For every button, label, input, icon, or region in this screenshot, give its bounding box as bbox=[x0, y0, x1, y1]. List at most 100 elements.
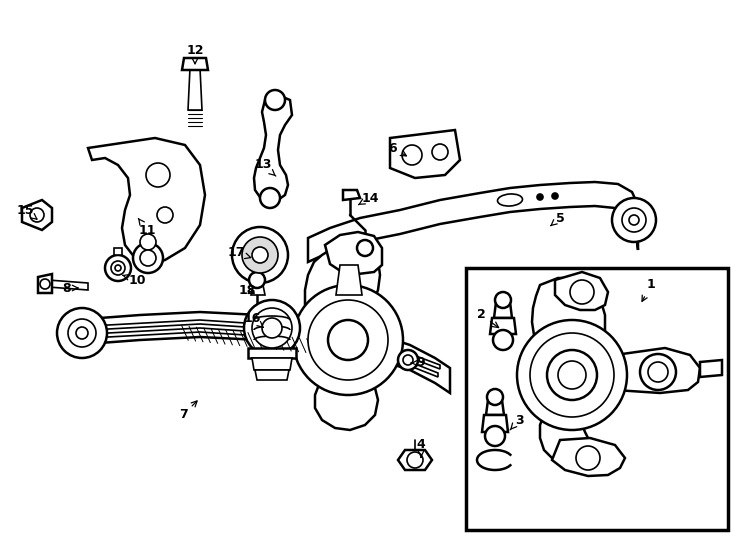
Circle shape bbox=[495, 292, 511, 308]
Text: 3: 3 bbox=[510, 414, 523, 430]
Polygon shape bbox=[305, 245, 380, 430]
Circle shape bbox=[432, 144, 448, 160]
Text: 7: 7 bbox=[178, 401, 197, 422]
Circle shape bbox=[402, 145, 422, 165]
Polygon shape bbox=[490, 318, 516, 334]
Circle shape bbox=[570, 280, 594, 304]
Polygon shape bbox=[38, 274, 52, 293]
Polygon shape bbox=[615, 348, 700, 393]
Circle shape bbox=[558, 361, 586, 389]
Circle shape bbox=[232, 227, 288, 283]
Circle shape bbox=[30, 208, 44, 222]
Polygon shape bbox=[188, 68, 202, 110]
Circle shape bbox=[105, 255, 131, 281]
Polygon shape bbox=[494, 302, 512, 318]
Circle shape bbox=[629, 215, 639, 225]
Text: 16: 16 bbox=[243, 312, 264, 327]
Circle shape bbox=[328, 320, 368, 360]
Circle shape bbox=[530, 333, 614, 417]
Circle shape bbox=[398, 350, 418, 370]
Circle shape bbox=[157, 207, 173, 223]
Polygon shape bbox=[308, 182, 638, 262]
Text: 18: 18 bbox=[239, 284, 255, 296]
Text: 6: 6 bbox=[389, 141, 407, 156]
Circle shape bbox=[403, 355, 413, 365]
Polygon shape bbox=[90, 320, 440, 369]
Circle shape bbox=[648, 362, 668, 382]
Circle shape bbox=[485, 426, 505, 446]
Polygon shape bbox=[700, 360, 722, 377]
Circle shape bbox=[146, 163, 170, 187]
Polygon shape bbox=[552, 438, 625, 476]
Circle shape bbox=[111, 261, 125, 275]
Polygon shape bbox=[114, 248, 122, 255]
Circle shape bbox=[40, 279, 50, 289]
Circle shape bbox=[308, 300, 388, 380]
Text: 11: 11 bbox=[138, 219, 156, 237]
Circle shape bbox=[244, 300, 300, 356]
Text: 10: 10 bbox=[123, 273, 146, 287]
Circle shape bbox=[249, 272, 265, 288]
Polygon shape bbox=[82, 312, 450, 393]
Text: 8: 8 bbox=[62, 281, 78, 294]
Circle shape bbox=[517, 320, 627, 430]
Circle shape bbox=[640, 354, 676, 390]
Circle shape bbox=[242, 237, 278, 273]
Polygon shape bbox=[22, 200, 52, 230]
Polygon shape bbox=[336, 265, 362, 295]
Polygon shape bbox=[398, 450, 432, 470]
Text: 4: 4 bbox=[417, 438, 426, 457]
Circle shape bbox=[140, 234, 156, 250]
Circle shape bbox=[140, 250, 156, 266]
Text: 14: 14 bbox=[358, 192, 379, 205]
Circle shape bbox=[487, 389, 503, 405]
Circle shape bbox=[252, 308, 292, 348]
Text: 2: 2 bbox=[476, 308, 498, 328]
Circle shape bbox=[115, 265, 121, 271]
Circle shape bbox=[493, 330, 513, 350]
Circle shape bbox=[252, 247, 268, 263]
Circle shape bbox=[547, 350, 597, 400]
Polygon shape bbox=[48, 280, 88, 290]
Circle shape bbox=[76, 327, 88, 339]
Circle shape bbox=[552, 193, 558, 199]
Polygon shape bbox=[88, 138, 205, 265]
Text: 5: 5 bbox=[550, 212, 564, 226]
Polygon shape bbox=[343, 190, 360, 200]
Polygon shape bbox=[248, 348, 296, 358]
Circle shape bbox=[262, 318, 282, 338]
Polygon shape bbox=[482, 415, 508, 432]
Text: 1: 1 bbox=[642, 279, 655, 301]
Circle shape bbox=[622, 208, 646, 232]
Circle shape bbox=[407, 452, 423, 468]
Text: 15: 15 bbox=[16, 204, 37, 219]
Polygon shape bbox=[352, 356, 362, 370]
Polygon shape bbox=[255, 370, 289, 380]
Circle shape bbox=[68, 319, 96, 347]
Text: 17: 17 bbox=[228, 246, 251, 260]
Polygon shape bbox=[252, 358, 292, 370]
Circle shape bbox=[357, 240, 373, 256]
Polygon shape bbox=[555, 272, 608, 310]
Text: 12: 12 bbox=[186, 44, 204, 64]
Circle shape bbox=[293, 285, 403, 395]
Polygon shape bbox=[390, 130, 460, 178]
Text: 13: 13 bbox=[254, 159, 276, 176]
Text: 9: 9 bbox=[411, 356, 425, 369]
Bar bbox=[466, 268, 728, 530]
Polygon shape bbox=[254, 95, 292, 202]
Polygon shape bbox=[90, 328, 438, 377]
Polygon shape bbox=[325, 232, 382, 274]
Polygon shape bbox=[182, 58, 208, 70]
Circle shape bbox=[612, 198, 656, 242]
Circle shape bbox=[265, 90, 285, 110]
Circle shape bbox=[57, 308, 107, 358]
Polygon shape bbox=[486, 400, 504, 415]
Ellipse shape bbox=[498, 194, 523, 206]
Circle shape bbox=[133, 243, 163, 273]
Circle shape bbox=[260, 188, 280, 208]
Circle shape bbox=[576, 446, 600, 470]
Polygon shape bbox=[251, 285, 265, 295]
Polygon shape bbox=[532, 278, 605, 462]
Circle shape bbox=[537, 194, 543, 200]
